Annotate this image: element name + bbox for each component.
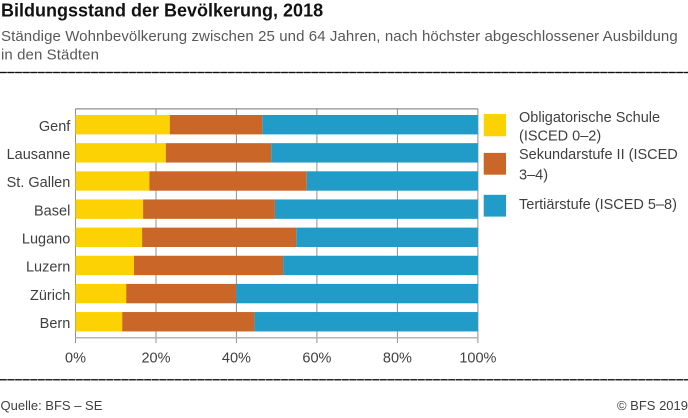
svg-text:Lugano: Lugano — [22, 232, 70, 248]
svg-text:Lausanne: Lausanne — [7, 147, 71, 163]
svg-text:Ständige Wohnbevölkerung zwisc: Ständige Wohnbevölkerung zwischen 25 und… — [1, 28, 678, 45]
svg-text:Sekundarstufe II (ISCED: Sekundarstufe II (ISCED — [519, 147, 678, 163]
svg-text:in den Städten: in den Städten — [1, 47, 99, 64]
svg-text:Luzern: Luzern — [26, 260, 70, 276]
svg-text:Bildungsstand der Bevölkerung,: Bildungsstand der Bevölkerung, 2018 — [1, 0, 323, 20]
svg-text:Basel: Basel — [34, 203, 70, 219]
svg-text:Zürich: Zürich — [30, 288, 70, 304]
svg-text:Obligatorische Schule: Obligatorische Schule — [519, 110, 660, 126]
svg-text:40%: 40% — [222, 351, 251, 367]
svg-text:St. Gallen: St. Gallen — [7, 175, 71, 191]
svg-text:Quelle: BFS – SE: Quelle: BFS – SE — [1, 398, 103, 413]
svg-text:Genf: Genf — [39, 119, 71, 135]
svg-text:60%: 60% — [302, 351, 331, 367]
svg-text:© BFS 2019: © BFS 2019 — [617, 398, 688, 413]
svg-text:3–4): 3–4) — [519, 167, 548, 183]
svg-text:100%: 100% — [459, 351, 496, 367]
svg-text:20%: 20% — [141, 351, 170, 367]
svg-text:Bern: Bern — [40, 316, 71, 332]
svg-text:(ISCED 0–2): (ISCED 0–2) — [519, 129, 601, 145]
svg-text:Tertiärstufe (ISCED 5–8): Tertiärstufe (ISCED 5–8) — [519, 197, 677, 213]
svg-text:80%: 80% — [383, 351, 412, 367]
svg-text:0%: 0% — [65, 351, 86, 367]
